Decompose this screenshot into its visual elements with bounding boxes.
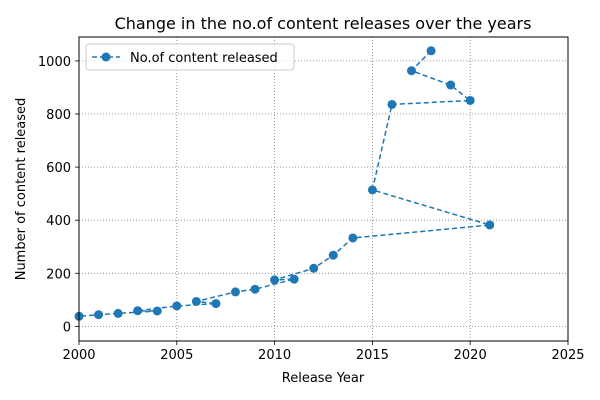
y-tick-label: 1000 <box>38 55 71 70</box>
x-tick-label: 2010 <box>258 348 291 363</box>
data-point <box>270 275 280 285</box>
data-point <box>328 250 338 260</box>
y-tick-label: 200 <box>46 267 71 282</box>
x-tick-label: 2015 <box>356 348 389 363</box>
data-point <box>407 66 417 76</box>
data-point <box>387 99 397 109</box>
y-axis-label: Number of content released <box>14 98 29 281</box>
x-tick-label: 2000 <box>62 348 95 363</box>
legend-label: No.of content released <box>130 51 278 66</box>
plot-frame <box>78 36 569 342</box>
x-tick-label: 2025 <box>551 348 584 363</box>
data-point <box>465 95 475 105</box>
series-layer <box>74 46 495 321</box>
y-tick-label: 0 <box>63 320 71 335</box>
data-point <box>133 306 143 316</box>
y-tick-label: 400 <box>46 214 71 229</box>
x-tick-label: 2005 <box>160 348 193 363</box>
data-point <box>172 301 182 311</box>
legend-box <box>85 43 295 71</box>
data-point <box>367 185 377 195</box>
x-tick-label: 2020 <box>454 348 487 363</box>
data-point <box>191 296 201 306</box>
y-tick-label: 800 <box>46 108 71 123</box>
legend-marker-swatch <box>101 52 111 62</box>
data-point <box>446 80 456 90</box>
data-point <box>230 287 240 297</box>
y-tick-label: 600 <box>46 161 71 176</box>
plot-area <box>79 37 568 341</box>
axis-ticks: 2000 2005 2010 2015 2020 2025 0 200 400 600 800 100… <box>38 55 585 363</box>
series-line <box>78 50 491 318</box>
data-point <box>426 46 436 56</box>
data-point <box>309 263 319 273</box>
x-axis-label: Release Year <box>282 371 365 386</box>
data-point <box>348 233 358 243</box>
data-point <box>211 299 221 309</box>
data-point <box>113 308 123 318</box>
chart-title: Change in the no.of content releases ove… <box>115 14 532 33</box>
data-point <box>152 306 162 316</box>
data-point <box>485 220 495 230</box>
data-point <box>289 274 299 284</box>
data-point <box>250 284 260 294</box>
data-point <box>94 310 104 320</box>
legend: No.of content released <box>85 43 295 71</box>
